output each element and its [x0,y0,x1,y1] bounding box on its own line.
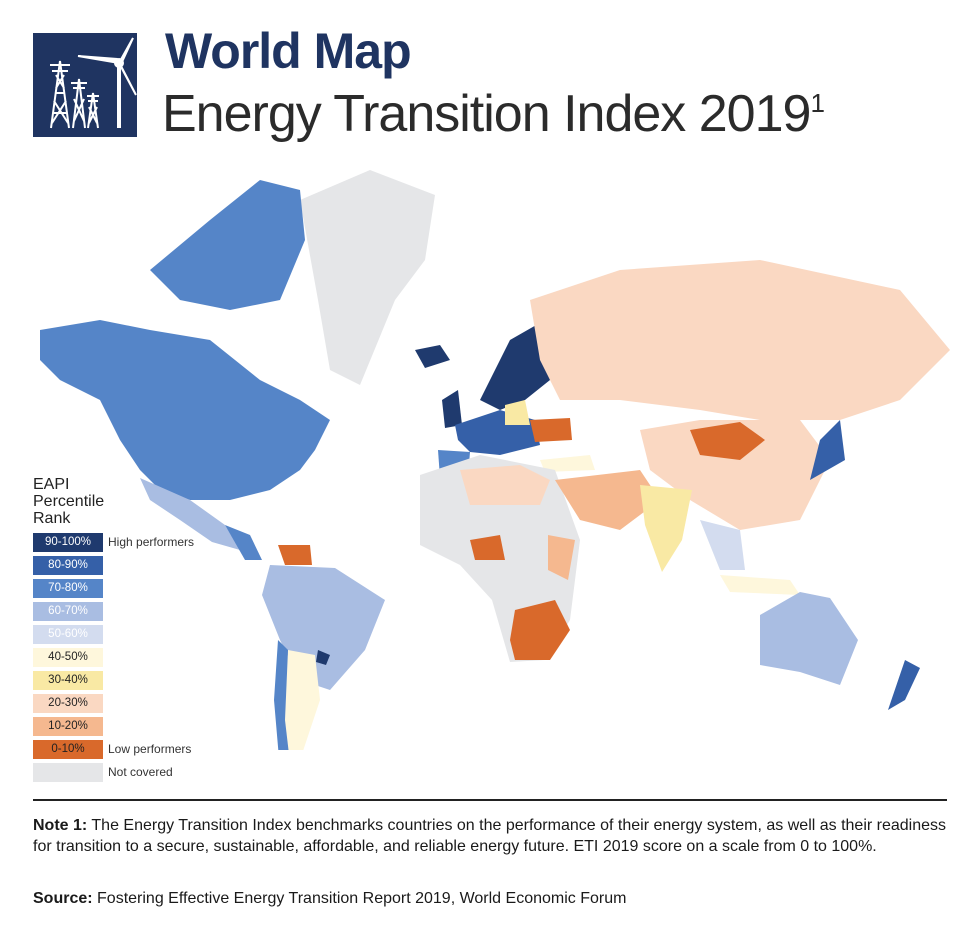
note-text: The Energy Transition Index benchmarks c… [33,817,947,855]
region-central-america [225,525,262,560]
world-map [40,170,950,750]
region-argentina [285,650,320,750]
legend-title: EAPI Percentile Rank [33,476,104,527]
legend-title-line: Percentile [33,493,105,510]
footnote: Note 1: The Energy Transition Index benc… [33,815,953,857]
note-label: Note 1: [33,817,88,834]
legend-swatch: 40-50% [33,648,103,667]
legend-swatch: 90-100% [33,533,103,552]
region-russia [530,260,950,420]
wind-turbine-power-pylons-icon [33,33,137,137]
region-venezuela [278,545,312,565]
region-southern-africa [510,600,570,660]
region-india [640,485,692,572]
footnote-marker: 1 [810,88,825,118]
region-china [640,420,830,530]
region-north-africa [460,465,550,505]
divider [33,799,947,801]
region-scandinavia [480,320,550,410]
region-ukraine [530,418,572,442]
source-label: Source: [33,890,93,907]
page-title: World Map [165,23,412,79]
region-southeast-asia [700,520,745,570]
region-chile [274,640,289,750]
source: Source: Fostering Effective Energy Trans… [33,890,626,908]
region-new-zealand [888,660,920,710]
region-canada-arctic [150,180,305,310]
legend-swatch: 0-10% [33,740,103,759]
region-australia [760,592,858,685]
region-greenland [300,170,435,385]
source-text: Fostering Effective Energy Transition Re… [92,890,627,907]
region-uruguay [316,650,330,665]
legend-note: Not covered [108,765,173,779]
legend-note: Low performers [108,742,192,756]
region-iceland [415,345,450,368]
legend-swatch: 30-40% [33,671,103,690]
legend-swatch: 60-70% [33,602,103,621]
legend-swatch: 10-20% [33,717,103,736]
page-subtitle: Energy Transition Index 20191 [162,84,825,144]
region-mexico [140,478,240,550]
legend-title-line: EAPI [33,476,70,493]
legend-note: High performers [108,535,195,549]
region-mongolia [690,422,765,460]
legend-swatch: 80-90% [33,556,103,575]
subtitle-text: Energy Transition Index 2019 [162,85,811,143]
region-east-africa [548,535,575,580]
legend-title-line: Rank [33,510,71,527]
legend-swatch [33,763,103,782]
region-japan [810,420,845,480]
legend-swatch: 50-60% [33,625,103,644]
legend-swatch: 20-30% [33,694,103,713]
region-middle-east [555,470,660,530]
legend-swatch: 70-80% [33,579,103,598]
region-turkey [540,455,595,472]
region-nigeria [470,535,505,560]
region-north-america [40,320,330,500]
region-poland [505,400,530,425]
region-uk [442,390,462,428]
region-indonesia [720,575,800,595]
